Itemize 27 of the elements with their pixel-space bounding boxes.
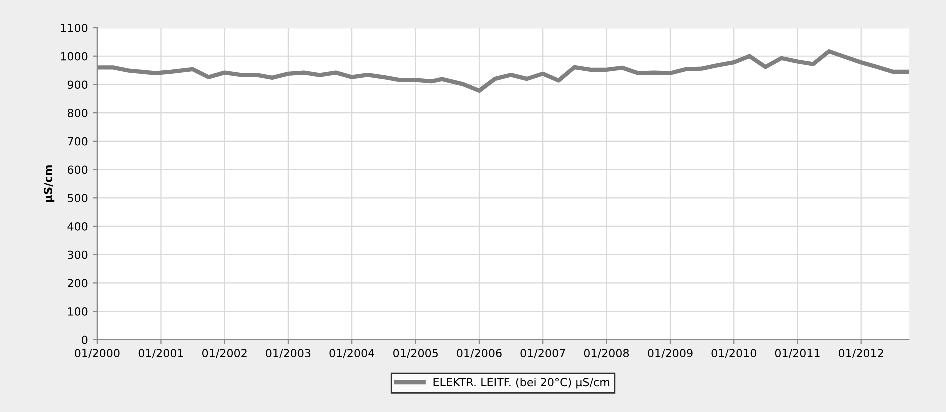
y-tick-label: 1100: [61, 24, 88, 32]
y-tick-label: 1000: [61, 52, 88, 61]
x-tick-label: 01/2003: [266, 349, 311, 358]
y-tick-label: 900: [68, 80, 88, 90]
y-tick-label: 100: [68, 308, 88, 316]
y-tick-label: 200: [68, 279, 88, 288]
x-tick-label: 01/2000: [75, 349, 120, 358]
y-tick-label: 500: [68, 194, 88, 203]
x-tick-label: 01/2001: [138, 349, 184, 358]
x-tick-label: 01/2010: [712, 349, 756, 358]
x-tick-label: 01/2005: [394, 349, 438, 358]
x-tick-label: 01/2002: [202, 349, 247, 358]
x-tick-label: 01/2012: [839, 349, 884, 358]
x-tick-label: 01/2006: [457, 349, 502, 358]
x-tick-label: 01/2011: [775, 349, 820, 358]
y-axis-title: µS/cm: [44, 166, 55, 202]
x-tick-label: 01/2008: [584, 349, 630, 358]
y-tick-label: 300: [68, 250, 88, 260]
x-tick-label: 01/2007: [520, 349, 566, 358]
x-tick-label: 01/2004: [330, 349, 375, 358]
y-tick-label: 0: [82, 336, 88, 344]
y-tick-label: 600: [68, 166, 88, 174]
x-tick-label: 01/2009: [648, 349, 693, 358]
y-tick-label: 800: [68, 109, 88, 118]
legend-label: ELEKTR. LEITF. (bei 20°C) µS/cm: [434, 378, 610, 389]
y-tick-label: 400: [68, 222, 88, 231]
y-tick-label: 700: [68, 137, 88, 146]
